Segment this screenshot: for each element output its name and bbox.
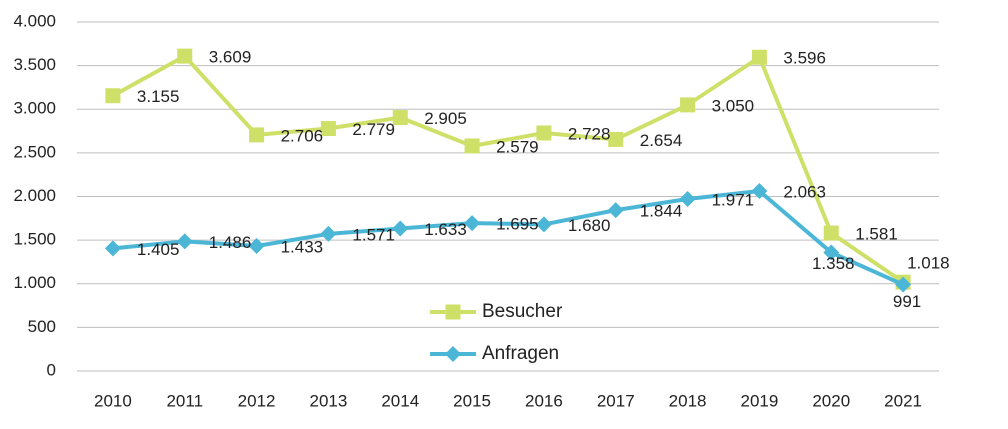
y-tick-label: 500	[28, 317, 56, 336]
x-tick-label: 2021	[884, 391, 922, 410]
marker	[535, 216, 552, 233]
data-label: 3.050	[712, 96, 755, 115]
data-label: 3.155	[137, 87, 180, 106]
data-label: 1.844	[640, 202, 683, 221]
data-label: 1.405	[137, 240, 180, 259]
data-label: 2.579	[496, 137, 539, 156]
data-label: 991	[893, 292, 921, 311]
marker	[320, 225, 337, 242]
marker	[249, 127, 265, 143]
marker	[607, 202, 624, 219]
marker	[392, 110, 408, 126]
data-label: 2.706	[281, 126, 324, 145]
marker	[177, 48, 193, 64]
marker	[680, 97, 696, 113]
y-tick-label: 3.500	[13, 55, 56, 74]
x-tick-label: 2015	[453, 391, 491, 410]
marker	[751, 49, 767, 65]
data-label: 2.728	[568, 124, 611, 143]
x-tick-label: 2016	[525, 391, 563, 410]
data-label: 1.358	[812, 254, 855, 273]
x-tick-label: 2014	[381, 391, 419, 410]
marker	[104, 240, 121, 257]
data-label: 1.633	[424, 220, 467, 239]
marker	[751, 183, 768, 200]
marker	[105, 88, 121, 104]
marker	[823, 244, 840, 261]
data-label: 1.433	[281, 237, 324, 256]
y-tick-label: 4.000	[13, 11, 56, 30]
data-label: 2.654	[640, 131, 683, 150]
legend-label: Besucher	[482, 301, 563, 322]
y-tick-label: 0	[47, 360, 56, 379]
x-tick-label: 2013	[310, 391, 348, 410]
marker	[464, 215, 481, 232]
data-label: 2.063	[783, 182, 826, 201]
y-tick-label: 2.000	[13, 186, 56, 205]
marker	[176, 233, 193, 250]
series-line	[112, 189, 904, 287]
x-tick-label: 2011	[166, 391, 203, 410]
marker	[445, 346, 461, 362]
marker	[392, 220, 409, 237]
data-label: 1.971	[712, 191, 755, 210]
data-label: 1.018	[907, 254, 950, 273]
x-tick-label: 2018	[669, 391, 707, 410]
x-tick-label: 2010	[94, 391, 132, 410]
x-tick-label: 2019	[741, 391, 779, 410]
data-label: 2.905	[424, 109, 467, 128]
y-tick-label: 3.000	[13, 99, 56, 118]
data-label: 1.680	[568, 216, 611, 235]
marker	[248, 237, 265, 254]
data-label: 1.581	[855, 225, 898, 244]
marker	[823, 225, 839, 241]
x-tick-label: 2012	[238, 391, 276, 410]
marker	[679, 191, 696, 208]
data-label: 1.695	[496, 215, 539, 234]
data-label: 1.571	[352, 225, 395, 244]
y-tick-label: 1.000	[13, 273, 56, 292]
data-label: 3.596	[783, 49, 826, 68]
marker	[445, 304, 461, 320]
data-label: 1.486	[209, 233, 252, 252]
marker	[895, 276, 912, 293]
x-tick-label: 2020	[812, 391, 850, 410]
data-label: 3.609	[209, 48, 252, 67]
marker	[464, 138, 480, 154]
marker	[608, 131, 624, 147]
y-tick-label: 1.500	[13, 230, 56, 249]
marker	[536, 125, 552, 141]
y-tick-label: 2.500	[13, 142, 56, 161]
legend-label: Anfragen	[482, 343, 559, 364]
series-line	[111, 54, 905, 284]
marker	[320, 121, 336, 137]
data-label: 2.779	[352, 120, 395, 139]
x-tick-label: 2017	[597, 391, 635, 410]
